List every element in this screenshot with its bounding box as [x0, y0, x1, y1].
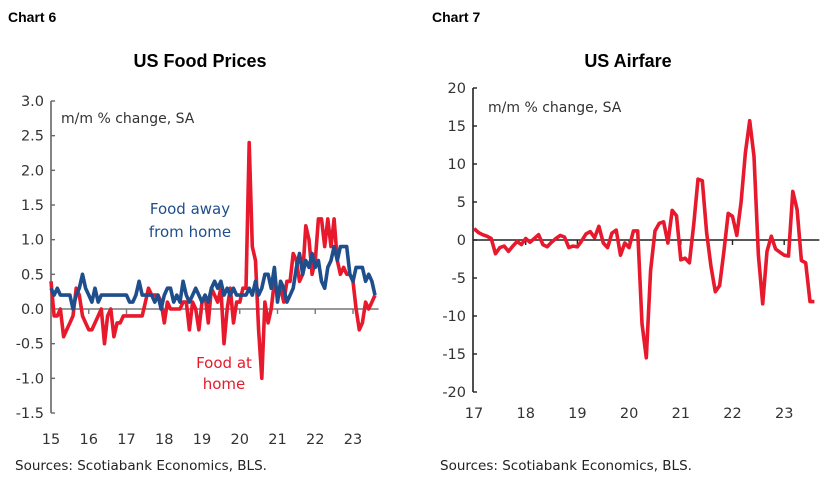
series-label-food-home-line1: Food at [196, 354, 252, 372]
chart7-y-tick-label: 10 [448, 157, 466, 173]
chart7-y-tick-label: 15 [448, 119, 466, 135]
series-label-food-away-line2: from home [149, 223, 231, 241]
chart7-annotation: m/m % change, SA [488, 100, 622, 116]
chart7-title: US Airfare [584, 51, 671, 71]
chart7-y-tick-label: -10 [442, 309, 466, 325]
chart6-y-tick-label: -1.0 [16, 371, 44, 387]
chart6-y-tick-label: 2.5 [21, 129, 44, 145]
chart6-y-tick-label: -0.5 [16, 337, 44, 353]
chart7-x-tick-label: 22 [723, 406, 741, 422]
series-line-airfare [472, 118, 815, 360]
chart6-source: Sources: Scotiabank Economics, BLS. [15, 458, 267, 474]
series-line-food-away-from-home [49, 244, 377, 311]
chart7-x-tick-label: 19 [568, 406, 586, 422]
series-line-food-at-home [49, 140, 377, 381]
chart7-label: Chart 7 [432, 9, 480, 25]
chart7-y-tick-label: 0 [457, 233, 466, 249]
chart6-x-tick-label: 20 [231, 432, 249, 448]
chart7-y-tick-label: 5 [457, 195, 466, 211]
chart7-x-tick-label: 20 [620, 406, 638, 422]
chart6-y-tick-label: -1.5 [16, 406, 44, 422]
chart7-y-tick-label: -20 [442, 385, 466, 401]
chart7-y-tick-label: -5 [452, 271, 466, 287]
chart7-x-tick-label: 21 [672, 406, 690, 422]
chart6-y-tick-label: 1.0 [21, 233, 44, 249]
chart7-x-tick-label: 18 [516, 406, 534, 422]
chart6-x-tick-label: 16 [80, 432, 98, 448]
chart6-x-tick-label: 23 [344, 432, 362, 448]
chart6-annotation: m/m % change, SA [61, 111, 195, 127]
chart6-x-tick-label: 19 [193, 432, 211, 448]
chart7-y-tick-label: -15 [442, 347, 466, 363]
chart6-y-tick-label: 0.0 [21, 302, 44, 318]
chart7-source: Sources: Scotiabank Economics, BLS. [440, 458, 692, 474]
chart6-y-tick-label: 1.5 [21, 198, 44, 214]
chart6-y-tick-label: 2.0 [21, 163, 44, 179]
chart6-x-tick-label: 17 [117, 432, 135, 448]
series-label-food-home-line2: home [203, 375, 246, 393]
chart7-y-tick-label: 20 [448, 81, 466, 97]
chart6-x-tick-label: 18 [155, 432, 173, 448]
chart6-label: Chart 6 [8, 9, 56, 25]
chart7-x-tick-label: 23 [775, 406, 793, 422]
chart6-x-tick-label: 15 [42, 432, 60, 448]
chart6-title: US Food Prices [133, 51, 266, 71]
chart6-y-tick-label: 0.5 [21, 267, 44, 283]
chart6-y-tick-label: 3.0 [21, 94, 44, 110]
chart6-x-tick-label: 21 [268, 432, 286, 448]
series-label-food-away-line1: Food away [150, 200, 230, 218]
chart6-x-tick-label: 22 [306, 432, 324, 448]
chart7-x-tick-label: 17 [465, 406, 483, 422]
